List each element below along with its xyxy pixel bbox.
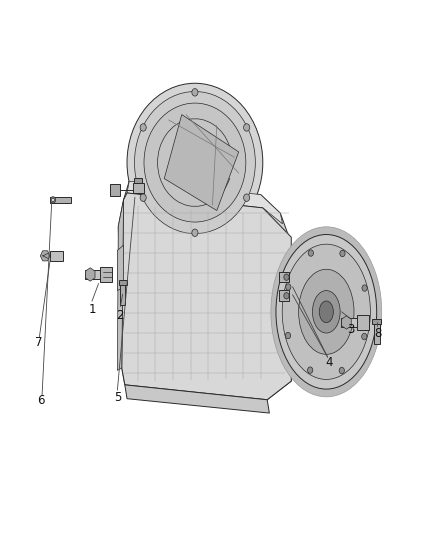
Text: 8: 8 — [374, 327, 381, 340]
Ellipse shape — [319, 301, 333, 322]
Circle shape — [362, 285, 367, 291]
Ellipse shape — [271, 227, 381, 397]
Circle shape — [192, 88, 198, 96]
Ellipse shape — [299, 269, 354, 354]
Circle shape — [362, 333, 367, 340]
Text: 3: 3 — [347, 324, 354, 336]
Text: 7: 7 — [35, 336, 42, 349]
Polygon shape — [342, 316, 351, 329]
Bar — [133, 183, 144, 193]
Bar — [341, 318, 363, 327]
Bar — [119, 280, 127, 285]
Bar — [357, 315, 368, 330]
Polygon shape — [117, 200, 124, 370]
Circle shape — [339, 367, 344, 374]
Circle shape — [52, 198, 54, 201]
Text: 1: 1 — [88, 303, 96, 316]
Circle shape — [140, 124, 146, 131]
Circle shape — [50, 197, 56, 203]
Bar — [279, 272, 289, 282]
Ellipse shape — [276, 235, 377, 389]
Bar — [134, 178, 142, 183]
Bar — [372, 319, 381, 324]
Text: 2: 2 — [116, 309, 124, 322]
Polygon shape — [85, 268, 95, 281]
Bar — [120, 285, 125, 305]
Circle shape — [244, 194, 250, 201]
Text: 4: 4 — [325, 356, 333, 369]
Ellipse shape — [282, 244, 371, 379]
Text: 5: 5 — [114, 391, 121, 403]
Bar — [50, 197, 71, 203]
Circle shape — [286, 284, 291, 290]
Polygon shape — [117, 245, 124, 290]
Bar — [50, 251, 63, 261]
Circle shape — [286, 333, 291, 339]
Polygon shape — [122, 193, 291, 400]
Bar — [110, 184, 120, 196]
Polygon shape — [127, 181, 283, 224]
Circle shape — [244, 124, 250, 131]
Ellipse shape — [312, 290, 340, 333]
Circle shape — [192, 229, 198, 237]
Polygon shape — [40, 251, 50, 261]
Circle shape — [308, 250, 314, 256]
Ellipse shape — [144, 103, 246, 222]
Circle shape — [340, 251, 345, 257]
Circle shape — [284, 274, 289, 280]
Circle shape — [140, 194, 146, 201]
Text: 6: 6 — [37, 394, 45, 407]
Ellipse shape — [134, 92, 255, 233]
Polygon shape — [118, 181, 291, 400]
Bar — [100, 267, 112, 282]
Circle shape — [307, 367, 313, 373]
Polygon shape — [164, 115, 239, 211]
Bar — [279, 290, 289, 301]
Ellipse shape — [127, 83, 263, 242]
Polygon shape — [125, 385, 269, 413]
Bar — [85, 270, 107, 279]
Bar — [374, 324, 380, 344]
Circle shape — [284, 293, 289, 299]
